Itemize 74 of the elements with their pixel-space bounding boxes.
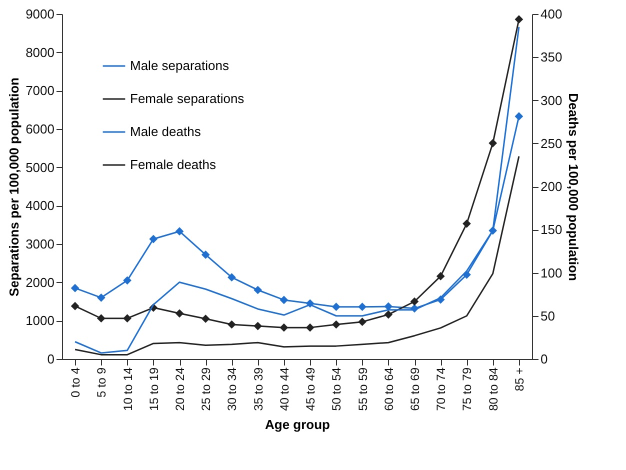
point (175, 309, 184, 318)
point (228, 273, 236, 282)
x-tick-label: 30 to 34 (225, 367, 240, 411)
line-series (74, 156, 520, 356)
point (96, 293, 106, 302)
point (358, 302, 366, 312)
point (332, 320, 340, 329)
x-tick-label: 80 to 84 (486, 367, 500, 411)
point (201, 250, 210, 259)
y2-tick-label: 50 (540, 308, 555, 324)
point (384, 310, 393, 319)
point (228, 320, 236, 329)
point (123, 314, 132, 323)
y2-tick-label: 350 (540, 50, 562, 65)
x-tick-label: 5 to 9 (94, 367, 109, 398)
x-tick-label: 40 to 44 (277, 367, 292, 411)
x-tick-label: 35 to 39 (251, 367, 266, 411)
y2-tick-label: 150 (540, 222, 562, 238)
point (280, 296, 288, 304)
y2-tick-label: 0 (540, 352, 548, 366)
point (96, 314, 106, 323)
point (280, 323, 288, 332)
y-tick-label: 4000 (26, 198, 54, 214)
x-tick-label: 45 to 49 (304, 367, 318, 411)
point (70, 284, 80, 292)
x-tick-label: 10 to 14 (120, 367, 135, 411)
point (358, 318, 366, 326)
point (410, 297, 419, 306)
y-tick-label: 2000 (26, 274, 54, 290)
y-tick-label: 9000 (26, 6, 54, 22)
x-tick-label: 75 to 79 (460, 367, 474, 411)
y-tick-label: 1000 (26, 313, 54, 328)
point (332, 302, 340, 312)
point (462, 220, 471, 228)
point (488, 139, 498, 148)
point (254, 286, 262, 294)
x-tick-label: 65 to 69 (408, 367, 422, 411)
x-tick-label: 0 to 4 (68, 367, 83, 398)
y-tick-label: 8000 (26, 44, 54, 60)
y-tick-label: 0 (47, 352, 54, 366)
x-tick-label: 15 to 19 (146, 367, 161, 411)
point (306, 323, 314, 332)
y2-axis-title: Deaths per 100,000 population (566, 93, 582, 281)
x-tick-label: 60 to 64 (382, 367, 396, 411)
legend-label: Male separations (130, 58, 230, 73)
y-tick-label: 7000 (26, 83, 54, 98)
y2-tick-label: 100 (540, 265, 562, 280)
point (514, 112, 524, 121)
point (254, 322, 262, 330)
x-tick-label: 25 to 29 (199, 367, 214, 411)
x-tick-label: 50 to 54 (330, 367, 344, 411)
point (149, 234, 158, 244)
x-tick-label: 20 to 24 (173, 367, 187, 411)
x-tick-label: 70 to 74 (434, 367, 448, 411)
y-tick-label: 6000 (26, 122, 54, 136)
point (436, 272, 445, 280)
point (201, 314, 210, 323)
legend-label: Female separations (130, 91, 245, 106)
legend-label: Male deaths (130, 124, 202, 139)
x-tick-label: 85 + (512, 368, 526, 392)
x-axis-title: Age group (265, 416, 330, 432)
y2-tick-label: 400 (540, 6, 562, 22)
x-tick-label: 55 to 59 (356, 367, 370, 411)
legend-label: Female deaths (130, 157, 216, 172)
y2-tick-label: 250 (540, 136, 562, 151)
point (70, 302, 80, 310)
y-tick-label: 3000 (26, 236, 54, 252)
y-tick-label: 5000 (26, 160, 54, 175)
y2-tick-label: 200 (540, 179, 562, 194)
point (123, 276, 132, 285)
point (514, 15, 524, 24)
y2-tick-label: 300 (540, 92, 562, 108)
point (175, 227, 184, 236)
y-axis-title: Separations per 100,000 population (6, 77, 22, 296)
